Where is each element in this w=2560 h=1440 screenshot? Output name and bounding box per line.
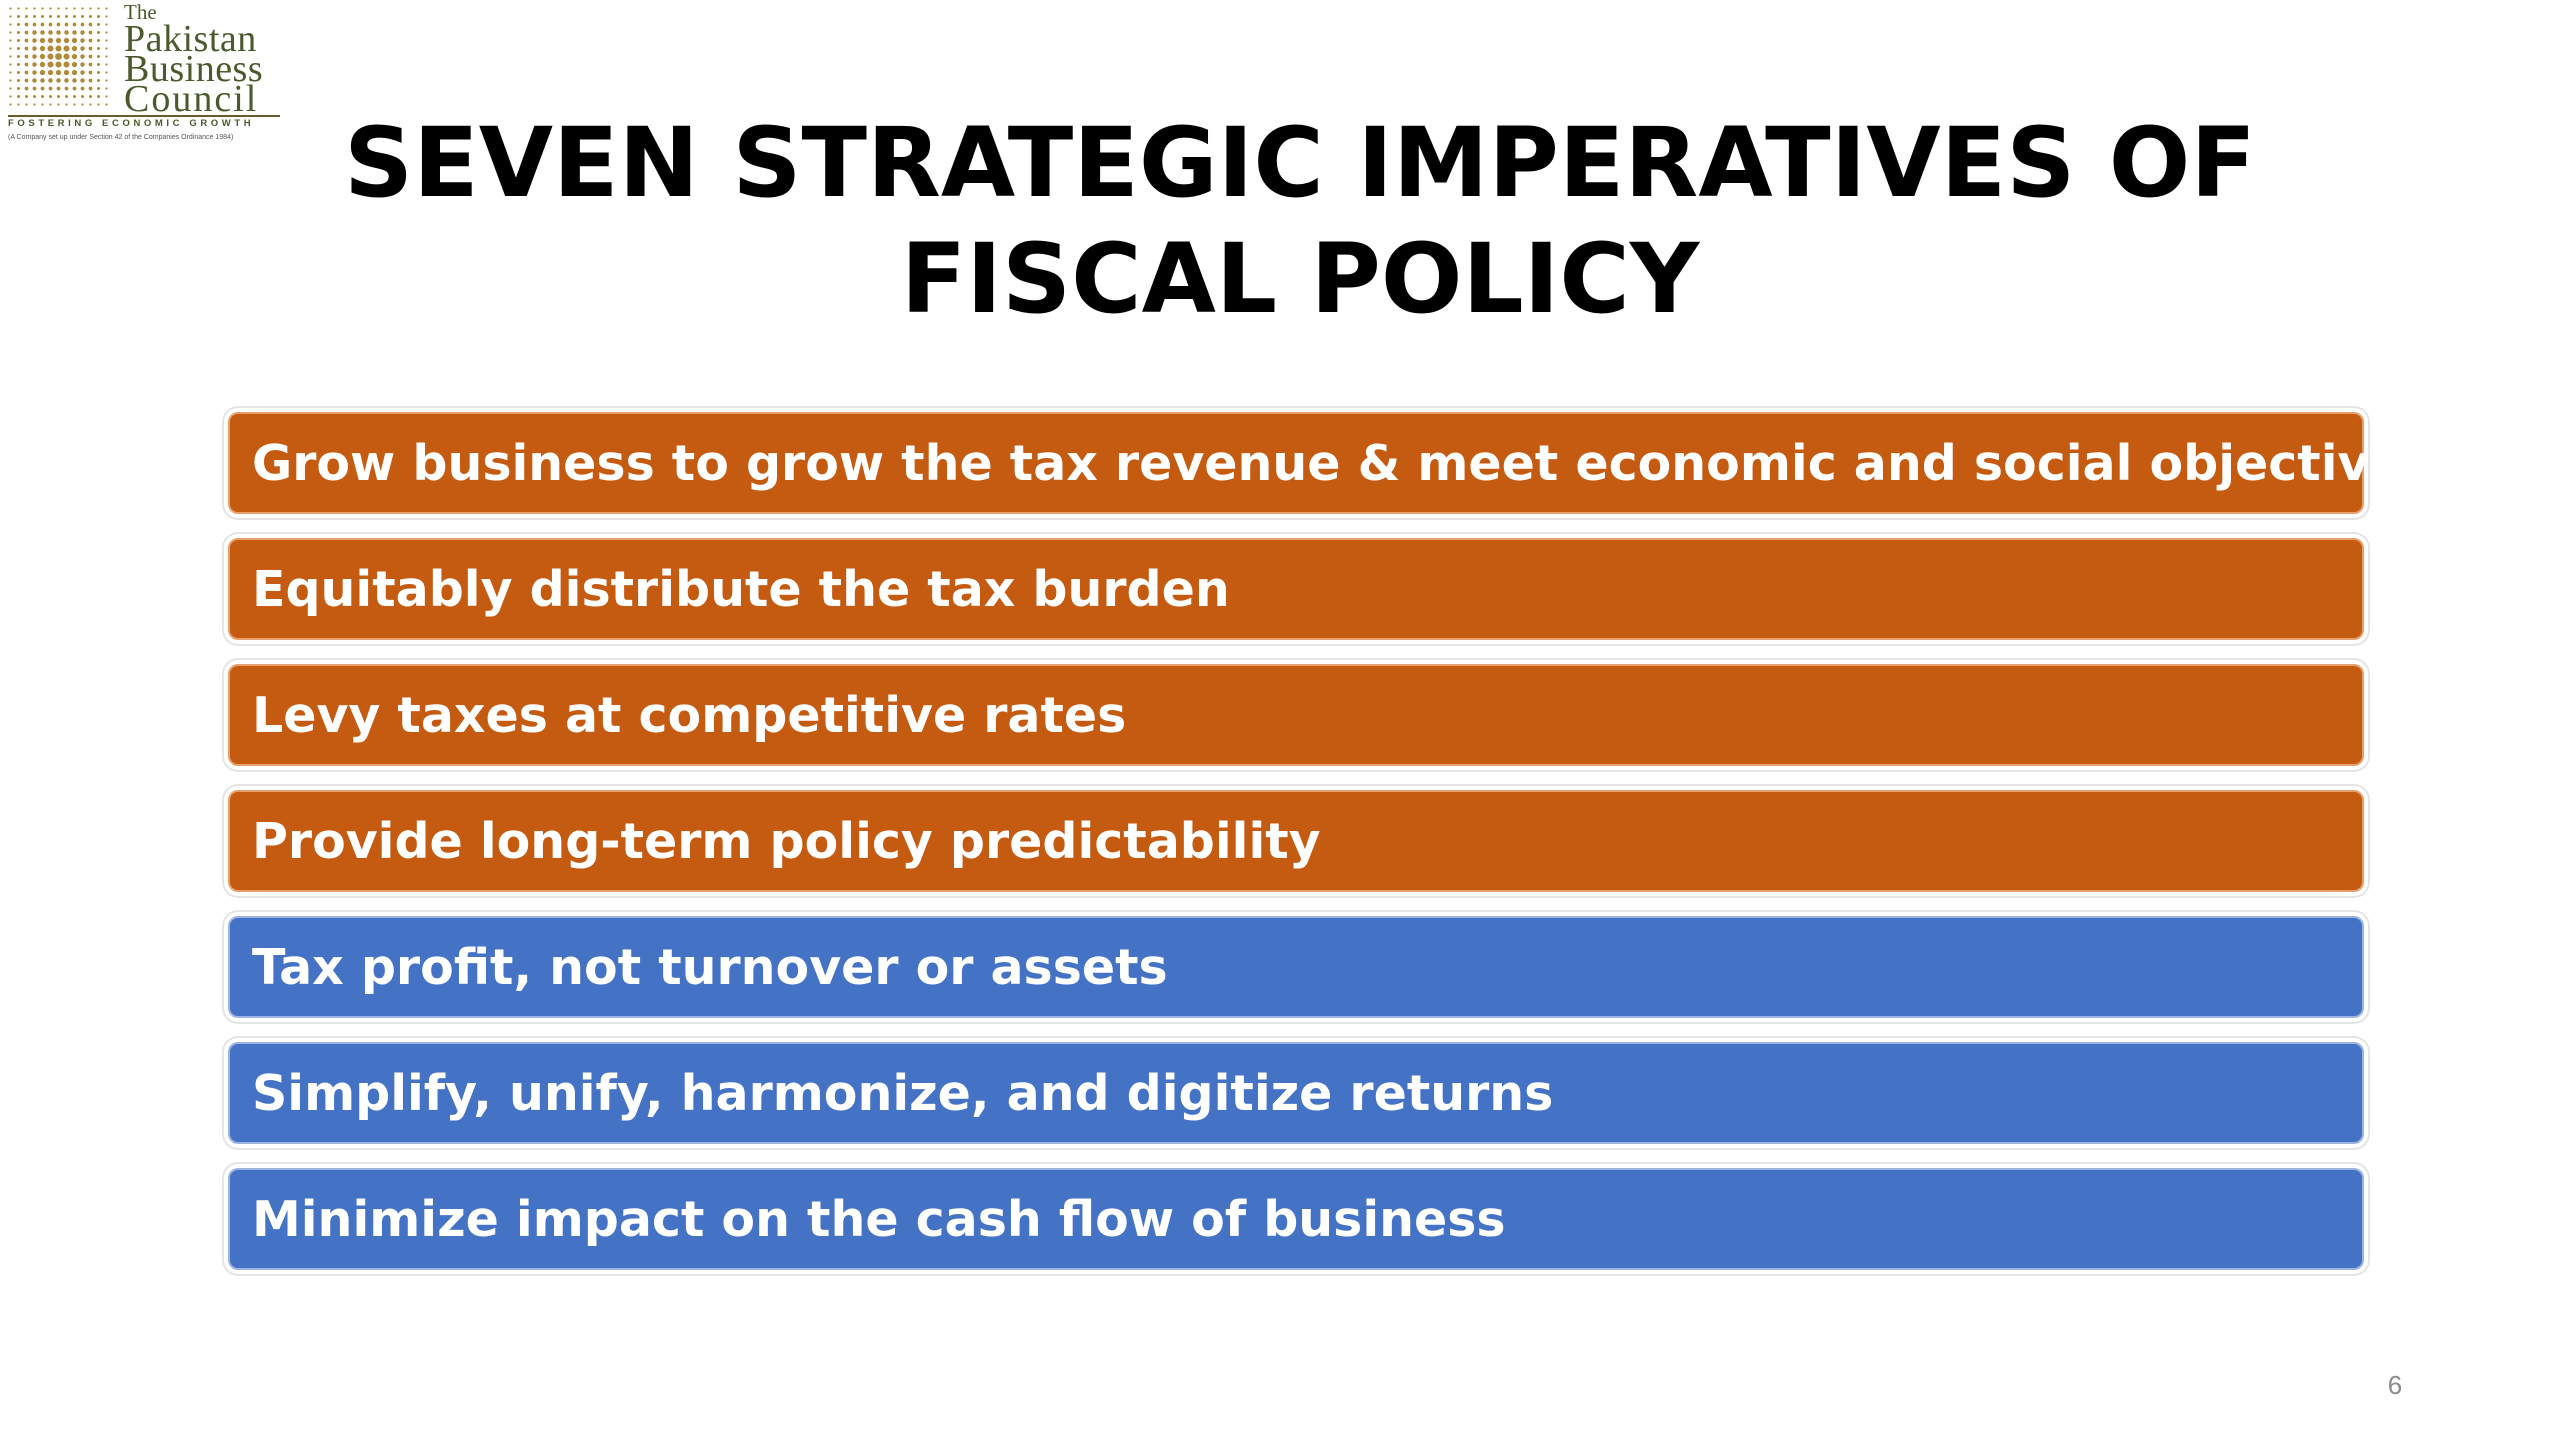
imperative-text: Tax profit, not turnover or assets — [252, 938, 1168, 996]
logo-dot-grid-icon — [9, 7, 108, 106]
logo-line-2: Business — [124, 48, 264, 90]
imperative-text: Provide long-term policy predictability — [252, 812, 1321, 870]
slide-title: SEVEN STRATEGIC IMPERATIVES OF FISCAL PO… — [230, 105, 2370, 337]
slide-title-line-1: SEVEN STRATEGIC IMPERATIVES OF — [344, 107, 2256, 219]
imperative-text: Grow business to grow the tax revenue & … — [252, 434, 2432, 492]
imperative-bar-5: Tax profit, not turnover or assets — [228, 916, 2364, 1018]
logo-note: (A Company set up under Section 42 of th… — [8, 134, 234, 141]
logo-line-3: Council — [124, 78, 259, 120]
page-number: 6 — [2387, 1370, 2403, 1400]
slide-title-line-2: FISCAL POLICY — [900, 223, 1700, 335]
imperative-text: Simplify, unify, harmonize, and digitize… — [252, 1064, 1554, 1122]
imperative-bar-1: Grow business to grow the tax revenue & … — [228, 412, 2432, 514]
logo-the: The — [124, 0, 157, 24]
pbc-logo: The Pakistan Business Council FOSTERING … — [6, 0, 286, 150]
imperative-text: Levy taxes at competitive rates — [252, 686, 1127, 744]
imperative-bar-4: Provide long-term policy predictability — [228, 790, 2364, 892]
imperative-bar-3: Levy taxes at competitive rates — [228, 664, 2364, 766]
imperative-text: Minimize impact on the cash flow of busi… — [252, 1190, 1506, 1248]
imperative-text: Equitably distribute the tax burden — [252, 560, 1230, 618]
imperative-bar-6: Simplify, unify, harmonize, and digitize… — [228, 1042, 2364, 1144]
imperative-bar-2: Equitably distribute the tax burden — [228, 538, 2364, 640]
logo-line-1: Pakistan — [124, 18, 257, 60]
imperative-bar-7: Minimize impact on the cash flow of busi… — [228, 1168, 2364, 1270]
logo-tagline: FOSTERING ECONOMIC GROWTH — [8, 115, 280, 129]
